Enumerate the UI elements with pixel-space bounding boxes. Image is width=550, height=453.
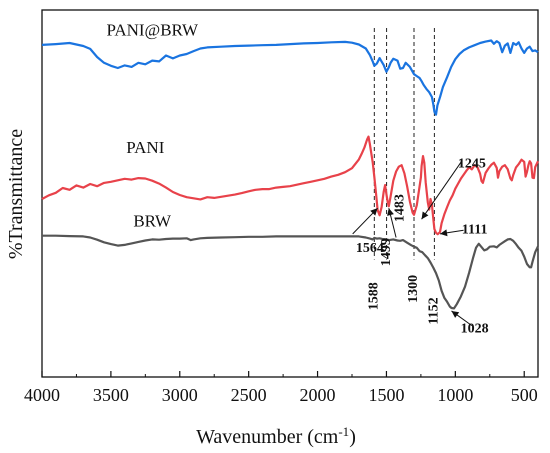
peak-label-1028: 1028 <box>461 322 489 337</box>
annotation-arrowhead-1483 <box>387 208 394 216</box>
x-tick-label: 2500 <box>231 385 267 405</box>
series-line-brw <box>42 234 539 310</box>
peak-label-1564: 1564 <box>356 241 384 256</box>
x-tick-label: 3000 <box>162 385 198 405</box>
series-label-pani: PANI <box>126 138 164 157</box>
y-axis-label: %Transmittance <box>5 129 27 259</box>
series-label-pani-brw: PANI@BRW <box>106 21 199 40</box>
plot-frame <box>41 9 539 378</box>
series-layer <box>41 39 539 310</box>
peak-label-1245: 1245 <box>458 156 486 171</box>
annotation-arrow-1245 <box>421 160 463 220</box>
x-tick-label: 1000 <box>437 385 473 405</box>
peak-label-1300: 1300 <box>406 275 421 303</box>
annotation-arrowhead-1111 <box>440 229 448 237</box>
annotation-arrowhead-1028 <box>451 310 460 318</box>
x-tick-label: 2000 <box>300 385 336 405</box>
annotation-arrowhead-1245 <box>421 211 429 220</box>
series-label-brw: BRW <box>133 212 172 231</box>
x-tick-label: 4000 <box>24 385 60 405</box>
x-tick-label: 500 <box>511 385 538 405</box>
series-line-pani-brw <box>41 39 539 116</box>
peak-label-1588: 1588 <box>367 282 382 310</box>
x-tick-label: 1500 <box>368 385 404 405</box>
peak-label-1499: 1499 <box>379 238 394 266</box>
x-axis-ticks: 4000 3500 3000 2500 2000 1500 1000 500 <box>24 371 538 405</box>
series-line-pani <box>41 135 539 236</box>
series-labels: PANI@BRW PANI BRW <box>106 21 199 231</box>
peak-label-1111: 1111 <box>462 222 488 237</box>
peak-label-1152: 1152 <box>427 297 442 324</box>
x-axis-label: Wavenumber (cm-1) <box>196 424 356 449</box>
peak-annotations: 1588 1499 1483 1300 1152 1564 1245 1111 1028 <box>352 156 489 337</box>
annotation-arrowhead-1564 <box>370 208 378 216</box>
x-tick-label: 3500 <box>93 385 129 405</box>
peak-label-1483: 1483 <box>392 194 407 222</box>
